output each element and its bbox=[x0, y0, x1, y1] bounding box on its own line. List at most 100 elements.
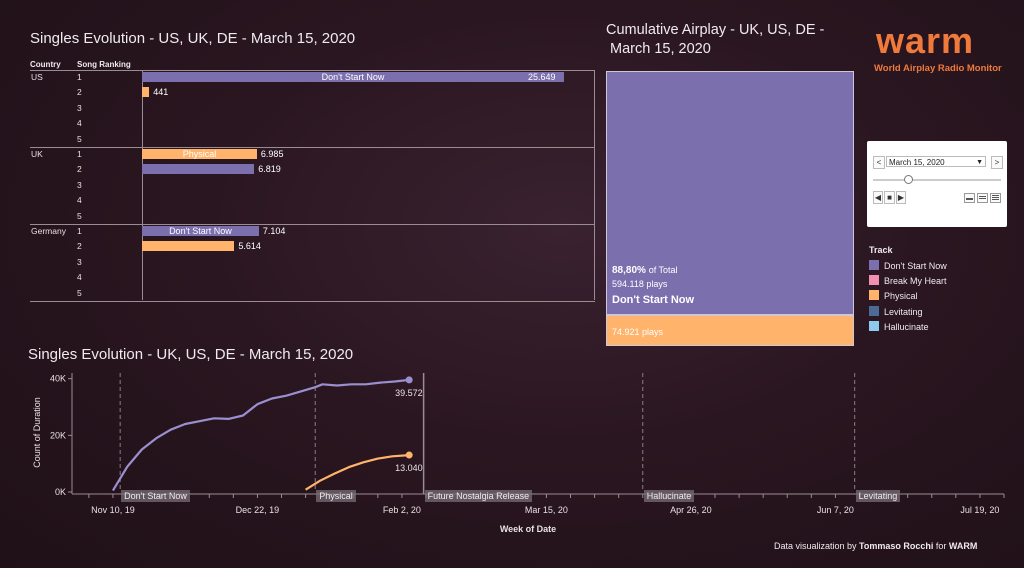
ranking-group-separator bbox=[30, 224, 595, 225]
ranking-bar-value: 6.819 bbox=[258, 164, 281, 175]
ranking-bar-chart: US 1 Don't Start Now 25.649 2 441 3 4 5 UK 1 Physic… bbox=[0, 0, 600, 302]
ranking-bar[interactable] bbox=[142, 226, 259, 236]
series-end-point bbox=[405, 451, 413, 459]
legend-swatch bbox=[869, 275, 879, 286]
country-column-header: Country bbox=[30, 60, 61, 69]
annotation-label: Future Nostalgia Release bbox=[424, 490, 533, 502]
country-label: UK bbox=[31, 149, 43, 159]
legend-swatch bbox=[869, 305, 879, 316]
legend-swatch bbox=[869, 260, 879, 270]
x-tick-label: Apr 26, 20 bbox=[670, 505, 712, 515]
ranking-bottom-border bbox=[30, 301, 595, 302]
line-chart-title: Singles Evolution - UK, US, DE - March 1… bbox=[28, 346, 354, 363]
footer-org: WARM bbox=[948, 541, 978, 551]
x-tick-label: Mar 15, 20 bbox=[525, 505, 568, 515]
ranking-bar[interactable] bbox=[142, 164, 255, 175]
annotation-label: Hallucinate bbox=[643, 490, 695, 502]
speed-medium-icon[interactable] bbox=[977, 193, 988, 203]
legend-item[interactable]: Don't Start Now bbox=[869, 260, 947, 271]
rank-label: 2 bbox=[77, 87, 82, 98]
warm-logo-subtitle: World Airplay Radio Monitor bbox=[874, 63, 1002, 74]
ranking-bar-value: 25.649 bbox=[528, 72, 556, 82]
ranking-group-separator bbox=[30, 70, 595, 71]
next-date-button[interactable]: > bbox=[991, 156, 1003, 169]
play-backward-button[interactable]: ◀ bbox=[873, 191, 883, 204]
legend-label: Physical bbox=[884, 291, 918, 302]
ranking-bar[interactable] bbox=[142, 72, 564, 82]
footer-author: Tommaso Rocchi bbox=[859, 541, 934, 551]
annotation-label: Don't Start Now bbox=[121, 490, 190, 502]
legend-item[interactable]: Physical bbox=[869, 290, 918, 301]
rank-label: 5 bbox=[77, 210, 82, 221]
play-forward-button[interactable]: ▶ bbox=[896, 191, 906, 204]
cumulative-main-block[interactable]: 88,80% of Total 594.118 plays Don't Star… bbox=[606, 71, 854, 315]
previous-date-button[interactable]: < bbox=[873, 156, 885, 169]
y-tick-label: 20K bbox=[50, 430, 66, 440]
legend-swatch bbox=[869, 320, 879, 331]
y-tick-label: 0K bbox=[55, 487, 66, 497]
rank-label: 5 bbox=[77, 287, 82, 298]
ranking-bar[interactable] bbox=[142, 241, 235, 252]
rank-label: 1 bbox=[77, 226, 82, 236]
x-tick-label: Jun 7, 20 bbox=[817, 505, 854, 515]
legend-label: Levitating bbox=[884, 306, 923, 317]
x-axis-title: Week of Date bbox=[500, 524, 556, 534]
cumulative-second-block[interactable]: 74.921 plays bbox=[606, 315, 854, 346]
date-filter-control: < March 15, 2020 ▼ > ◀ ■ ▶ bbox=[867, 141, 1007, 227]
rank-label: 3 bbox=[77, 102, 82, 113]
cumulative-title-line1: Cumulative Airplay - UK, US, DE - bbox=[606, 22, 825, 38]
ranking-bar-track-label: Don't Start Now bbox=[321, 72, 385, 82]
x-tick-label: Nov 10, 19 bbox=[91, 505, 135, 515]
date-slider-track[interactable] bbox=[873, 179, 1001, 181]
ranking-bar[interactable] bbox=[142, 87, 150, 98]
ranking-bar-track-label: Don't Start Now bbox=[169, 226, 232, 236]
country-label: Germany bbox=[31, 226, 66, 236]
cumulative-main-percent: 88,80% bbox=[612, 265, 646, 276]
series-end-label: 39.572 bbox=[395, 388, 423, 398]
cumulative-main-track: Don't Start Now bbox=[612, 294, 695, 306]
x-tick-label: Feb 2, 20 bbox=[383, 505, 421, 515]
date-select[interactable]: March 15, 2020 ▼ bbox=[886, 156, 986, 167]
rank-label: 4 bbox=[77, 272, 82, 283]
ranking-right-border bbox=[594, 70, 595, 300]
legend-swatch bbox=[869, 290, 879, 301]
date-slider-thumb[interactable] bbox=[903, 175, 913, 184]
ranking-bar-value: 7.104 bbox=[262, 226, 286, 236]
rank-label: 4 bbox=[77, 195, 82, 206]
speed-fast-icon[interactable] bbox=[990, 193, 1001, 203]
legend-title: Track bbox=[869, 245, 893, 255]
series-line bbox=[111, 378, 410, 492]
rank-label: 1 bbox=[77, 72, 82, 82]
cumulative-title-line2: March 15, 2020 bbox=[610, 41, 711, 57]
legend-label: Hallucinate bbox=[884, 321, 929, 332]
footer-mid: for bbox=[933, 541, 949, 551]
annotation-label: Physical bbox=[316, 490, 356, 502]
chevron-down-icon: ▼ bbox=[976, 159, 983, 166]
legend-item[interactable]: Levitating bbox=[869, 305, 923, 317]
rank-label: 5 bbox=[77, 133, 82, 144]
footer-prefix: Data visualization by bbox=[774, 541, 860, 551]
cumulative-main-plays: 594.118 plays bbox=[612, 279, 668, 289]
line-chart: 0K 20K 40K Nov 10, 19 Dec 22, 19 Feb 2, 20 Mar… bbox=[32, 373, 1005, 534]
rank-label: 3 bbox=[77, 179, 82, 190]
ranking-column-header: Song Ranking bbox=[77, 60, 131, 69]
series-line bbox=[305, 454, 410, 491]
legend-item[interactable]: Break My Heart bbox=[869, 275, 947, 286]
y-axis-title: Count of Duration bbox=[32, 397, 42, 468]
legend-label: Break My Heart bbox=[884, 276, 947, 287]
footer-credit: Data visualization by Tommaso Rocchi for… bbox=[774, 541, 977, 551]
ranking-bar-value: 441 bbox=[153, 87, 169, 98]
ranking-group-separator bbox=[30, 147, 595, 148]
ranking-axis-line bbox=[142, 70, 143, 300]
country-label: US bbox=[31, 72, 43, 82]
ranking-bar[interactable] bbox=[142, 149, 257, 159]
speed-slow-icon[interactable] bbox=[964, 193, 975, 203]
annotation-label: Levitating bbox=[855, 490, 901, 502]
series-end-point bbox=[405, 376, 413, 384]
date-select-value: March 15, 2020 bbox=[889, 158, 945, 167]
legend-item[interactable]: Hallucinate bbox=[869, 320, 929, 332]
ranking-bar-value: 5.614 bbox=[238, 241, 261, 252]
rank-label: 4 bbox=[77, 118, 82, 129]
stop-button[interactable]: ■ bbox=[884, 191, 895, 204]
rank-label: 1 bbox=[77, 149, 82, 159]
